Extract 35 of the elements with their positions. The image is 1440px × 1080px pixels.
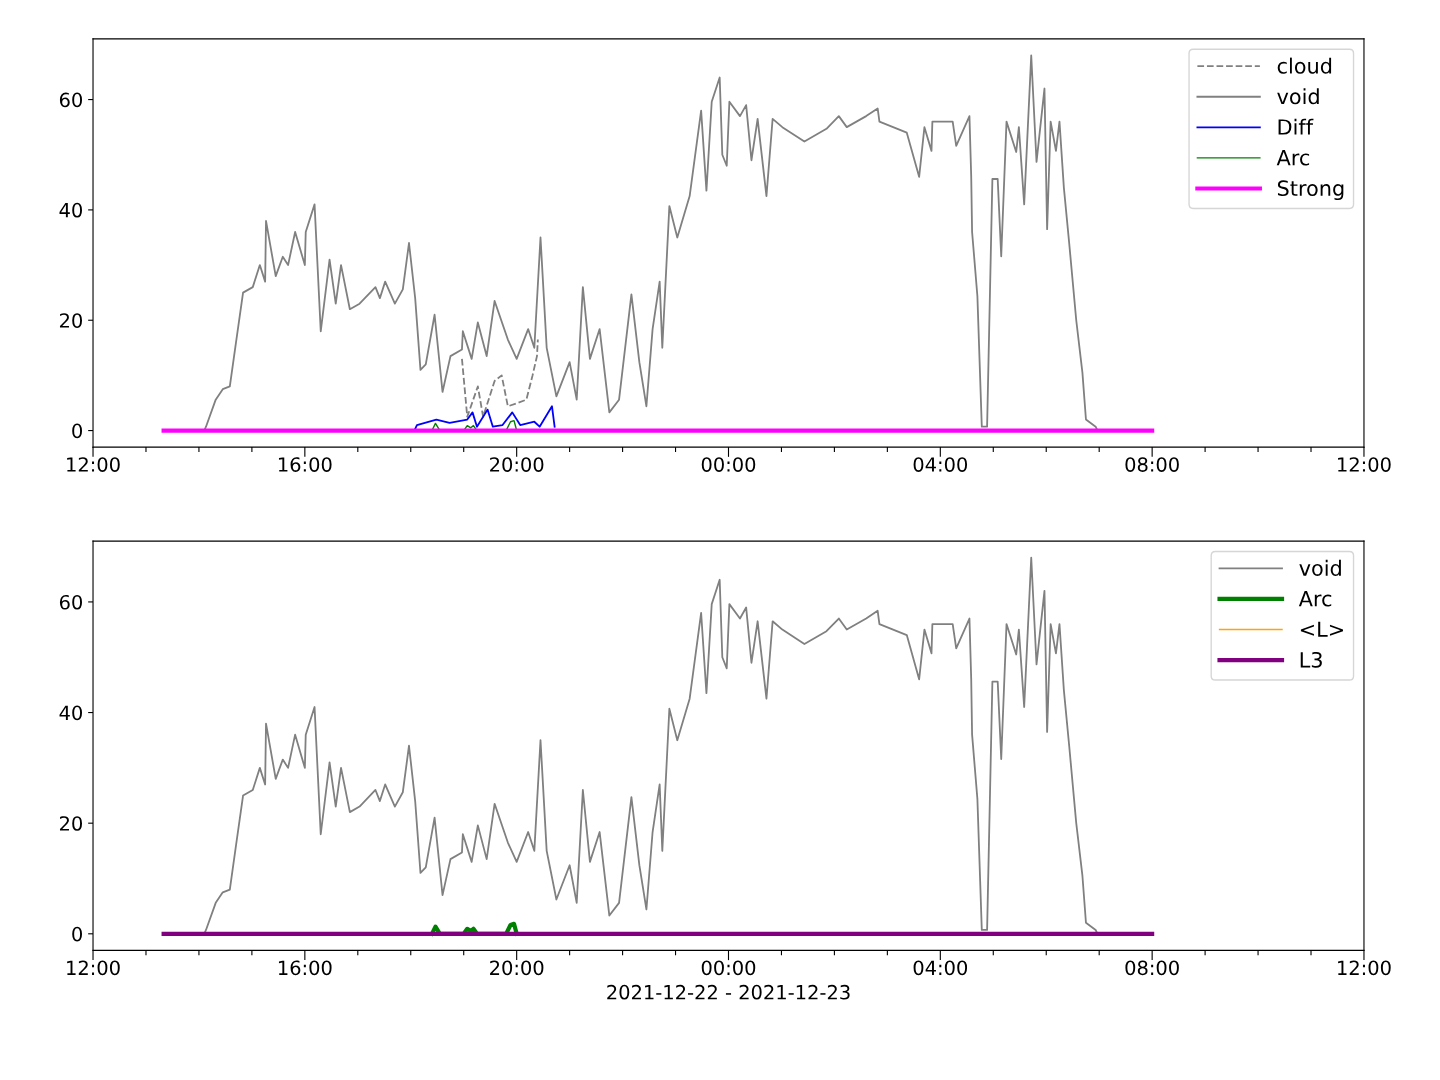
x-tick-label: 00:00 bbox=[701, 457, 756, 472]
legend-label: void bbox=[1299, 559, 1341, 576]
legend-label: cloud bbox=[1277, 57, 1332, 74]
x-tick-label: 12:00 bbox=[1338, 457, 1391, 472]
legend-label: void bbox=[1277, 88, 1319, 105]
legend-label: Strong bbox=[1277, 180, 1344, 201]
x-tick-label: 04:00 bbox=[913, 457, 968, 472]
y-tick-label: 20 bbox=[59, 313, 83, 328]
legend-label: Arc bbox=[1276, 150, 1310, 166]
x-tick-label: 16:00 bbox=[278, 457, 332, 472]
y-tick-label: 60 bbox=[59, 92, 83, 108]
x-tick-label: 20:00 bbox=[490, 960, 544, 976]
x-tick-label: 16:00 bbox=[278, 960, 332, 976]
line-series bbox=[414, 405, 556, 430]
legend-label: <L> bbox=[1300, 621, 1343, 637]
x-tick-label: 20:00 bbox=[490, 457, 544, 472]
x-axis-title: 2021-12-22 - 2021-12-23 bbox=[607, 984, 850, 1000]
y-tick-label: 60 bbox=[59, 594, 83, 610]
y-tick-label: 40 bbox=[59, 202, 83, 218]
x-tick-label: 08:00 bbox=[1125, 457, 1179, 472]
x-tick-label: 04:00 bbox=[913, 960, 968, 976]
y-tick-label: 0 bbox=[72, 423, 83, 439]
y-tick-label: 40 bbox=[59, 705, 83, 721]
x-tick-label: 12:00 bbox=[1338, 960, 1391, 976]
x-tick-label: 08:00 bbox=[1125, 960, 1179, 976]
line-series bbox=[461, 338, 539, 418]
legend-label: Arc bbox=[1298, 591, 1332, 607]
x-tick-label: 12:00 bbox=[67, 457, 120, 472]
x-tick-label: 12:00 bbox=[67, 960, 120, 976]
x-tick-label: 00:00 bbox=[701, 960, 756, 976]
legend-label: L3 bbox=[1300, 651, 1322, 668]
line-series bbox=[203, 556, 1099, 935]
y-tick-label: 0 bbox=[72, 926, 83, 942]
legend-label: Diff bbox=[1278, 118, 1314, 135]
y-tick-label: 20 bbox=[59, 816, 83, 831]
